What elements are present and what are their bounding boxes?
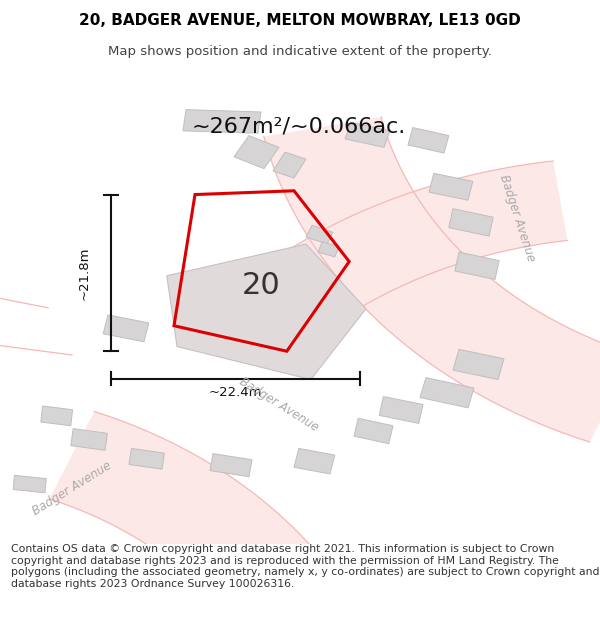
Text: ~21.8m: ~21.8m	[78, 246, 91, 299]
Polygon shape	[71, 429, 107, 451]
Polygon shape	[103, 315, 149, 342]
Text: Map shows position and indicative extent of the property.: Map shows position and indicative extent…	[108, 45, 492, 58]
Polygon shape	[294, 448, 335, 474]
Polygon shape	[41, 406, 73, 426]
Polygon shape	[408, 127, 449, 153]
Polygon shape	[455, 252, 499, 279]
Text: Contains OS data © Crown copyright and database right 2021. This information is : Contains OS data © Crown copyright and d…	[11, 544, 599, 589]
Polygon shape	[379, 396, 423, 423]
Polygon shape	[264, 117, 600, 442]
Polygon shape	[318, 242, 339, 257]
Text: Badger Avenue: Badger Avenue	[237, 375, 321, 434]
Polygon shape	[273, 152, 306, 178]
Polygon shape	[429, 173, 473, 200]
Text: Badger Avenue: Badger Avenue	[30, 459, 114, 518]
Polygon shape	[183, 109, 261, 133]
Text: 20, BADGER AVENUE, MELTON MOWBRAY, LE13 0GD: 20, BADGER AVENUE, MELTON MOWBRAY, LE13 …	[79, 12, 521, 28]
Polygon shape	[420, 378, 474, 408]
Polygon shape	[306, 225, 333, 244]
Polygon shape	[345, 122, 390, 148]
Polygon shape	[167, 244, 366, 379]
Polygon shape	[354, 418, 393, 444]
Text: 20: 20	[242, 271, 280, 299]
Polygon shape	[220, 161, 568, 354]
Text: Badger Avenue: Badger Avenue	[497, 173, 538, 263]
Polygon shape	[453, 349, 504, 379]
Polygon shape	[49, 411, 373, 625]
Polygon shape	[13, 476, 46, 492]
Text: ~22.4m: ~22.4m	[209, 386, 262, 399]
Polygon shape	[129, 448, 164, 469]
Text: ~267m²/~0.066ac.: ~267m²/~0.066ac.	[192, 116, 406, 136]
Polygon shape	[210, 454, 252, 477]
Polygon shape	[234, 136, 279, 169]
Polygon shape	[449, 209, 493, 236]
